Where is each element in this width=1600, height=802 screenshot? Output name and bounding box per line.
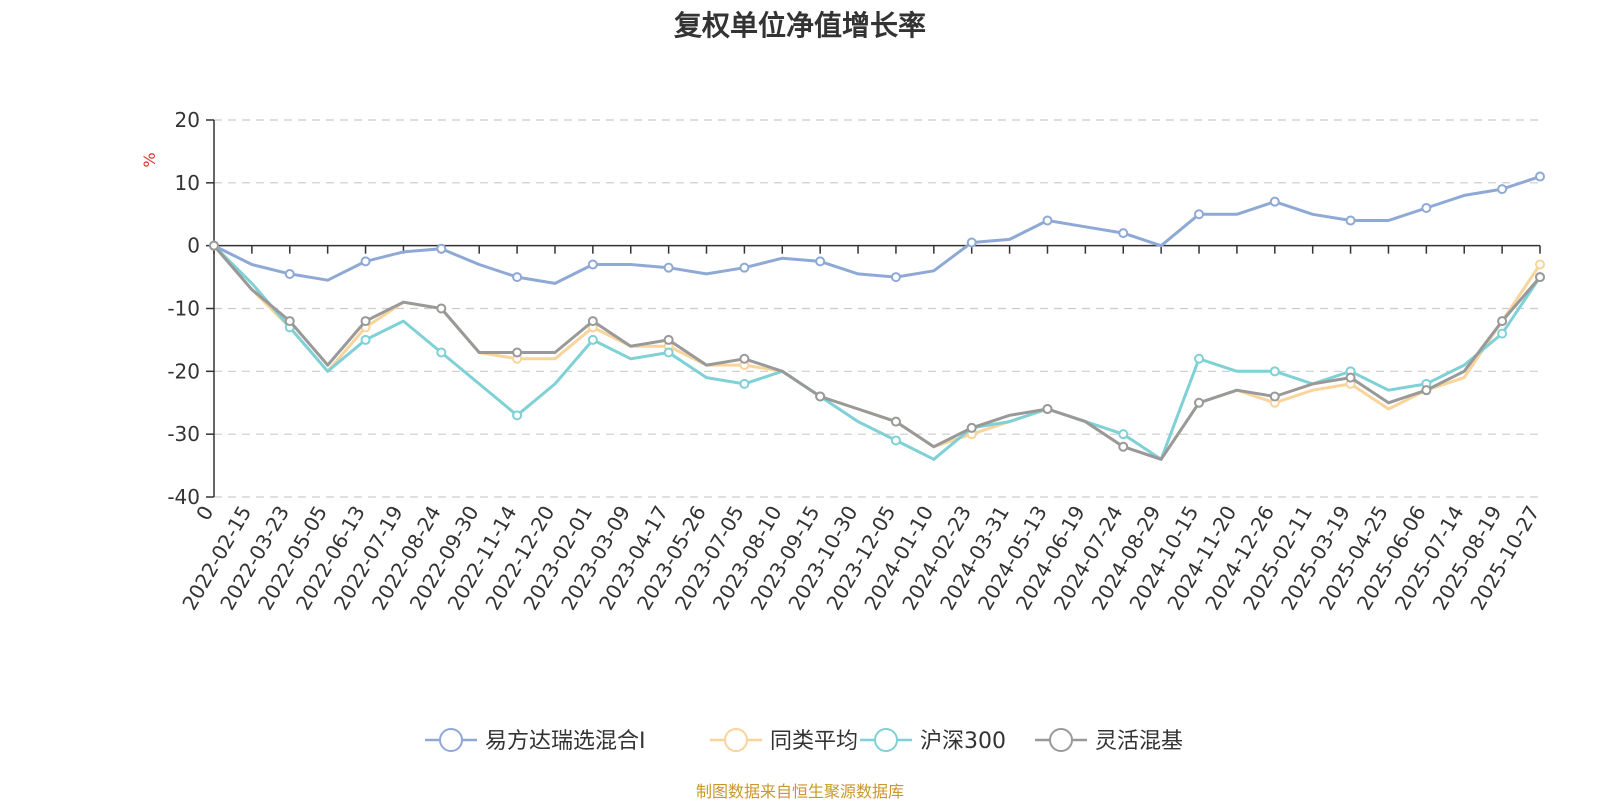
data-point: [890, 416, 901, 427]
legend-label: 易方达瑞选混合I: [485, 729, 646, 754]
data-point: [436, 303, 447, 314]
data-point: [1535, 171, 1545, 182]
data-point: [1042, 404, 1053, 415]
data-point: [663, 347, 674, 358]
data-point: [436, 243, 447, 254]
data-point: [284, 316, 295, 327]
data-point: [1421, 385, 1432, 396]
data-point: [587, 316, 598, 327]
x-tick-label: 0: [191, 502, 218, 525]
data-point: [1194, 397, 1205, 408]
data-point: [1421, 202, 1432, 213]
legend[interactable]: 易方达瑞选混合I 同类平均 沪深300 灵活混基: [425, 728, 1183, 754]
y-tick-label: 0: [187, 234, 200, 258]
data-point: [209, 240, 219, 251]
data-point: [1194, 209, 1205, 220]
legend-label: 灵活混基: [1095, 729, 1183, 754]
data-point: [663, 334, 674, 345]
legend-marker: [1049, 728, 1073, 752]
data-point: [284, 268, 295, 279]
data-point: [1194, 353, 1205, 364]
data-point: [436, 347, 447, 358]
grid-layer: [214, 119, 1540, 498]
data-point: [360, 256, 371, 267]
data-point: [966, 422, 977, 433]
data-point: [1269, 391, 1280, 402]
data-point: [512, 347, 523, 358]
legend-item-1[interactable]: 同类平均: [710, 728, 858, 754]
data-point: [890, 435, 901, 446]
axis-layer: 20100-10-20-30-40%02022-02-152022-03-232…: [140, 108, 1544, 614]
data-point: [966, 237, 977, 248]
legend-marker: [439, 728, 463, 752]
data-point: [739, 353, 750, 364]
legend-marker: [874, 728, 898, 752]
series-layer: [209, 171, 1545, 461]
chart-title: 复权单位净值增长率: [673, 9, 926, 42]
data-point: [360, 316, 371, 327]
data-point: [1345, 215, 1356, 226]
data-point: [1269, 196, 1280, 207]
data-point: [512, 410, 523, 421]
legend-label: 沪深300: [920, 729, 1006, 754]
data-point: [1497, 328, 1508, 339]
data-source-note: 制图数据来自恒生聚源数据库: [695, 782, 904, 801]
data-point: [512, 272, 523, 283]
data-point: [360, 334, 371, 345]
y-tick-label: 20: [175, 108, 200, 132]
data-point: [1042, 215, 1053, 226]
data-point: [1269, 366, 1280, 377]
series-line-1: [212, 244, 1542, 461]
data-point: [587, 259, 598, 270]
y-tick-label: 10: [175, 171, 200, 195]
data-point: [1497, 184, 1508, 195]
data-point: [1497, 316, 1508, 327]
legend-item-2[interactable]: 沪深300: [860, 728, 1006, 754]
series-line-2: [212, 244, 1542, 461]
legend-marker: [724, 728, 748, 752]
data-point: [815, 256, 826, 267]
data-point: [663, 262, 674, 273]
data-point: [1535, 259, 1545, 270]
legend-item-0[interactable]: 易方达瑞选混合I: [425, 728, 646, 754]
data-point: [739, 378, 750, 389]
legend-item-3[interactable]: 灵活混基: [1035, 728, 1183, 754]
data-point: [815, 391, 826, 402]
series-line-0: [213, 175, 1541, 285]
data-point: [1118, 228, 1129, 239]
series-line-3: [212, 244, 1542, 461]
data-point: [1118, 429, 1129, 440]
legend-label: 同类平均: [770, 729, 858, 754]
data-point: [1118, 441, 1129, 452]
y-tick-label: -40: [167, 485, 200, 509]
data-point: [587, 334, 598, 345]
y-tick-label: -10: [167, 297, 200, 321]
y-unit-label: %: [140, 152, 159, 167]
y-tick-label: -30: [167, 422, 200, 446]
data-point: [739, 262, 750, 273]
data-point: [1345, 372, 1356, 383]
data-point: [890, 272, 901, 283]
data-point: [1535, 272, 1545, 283]
y-tick-label: -20: [167, 359, 200, 383]
